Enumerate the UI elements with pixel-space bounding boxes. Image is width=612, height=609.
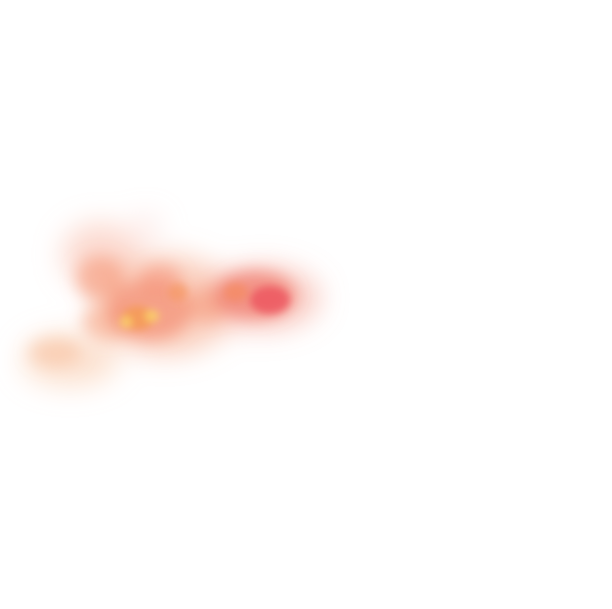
cloud-left-upper bbox=[76, 256, 124, 300]
haze-top-spot bbox=[132, 216, 160, 240]
hot-cores bbox=[120, 283, 290, 330]
core-yellow-1 bbox=[120, 316, 132, 328]
core-orange-right bbox=[224, 283, 248, 301]
core-red-right bbox=[250, 286, 290, 314]
cloud-left-tail bbox=[29, 338, 81, 366]
core-yellow-2 bbox=[145, 310, 159, 322]
core-orange-upper bbox=[168, 283, 188, 301]
